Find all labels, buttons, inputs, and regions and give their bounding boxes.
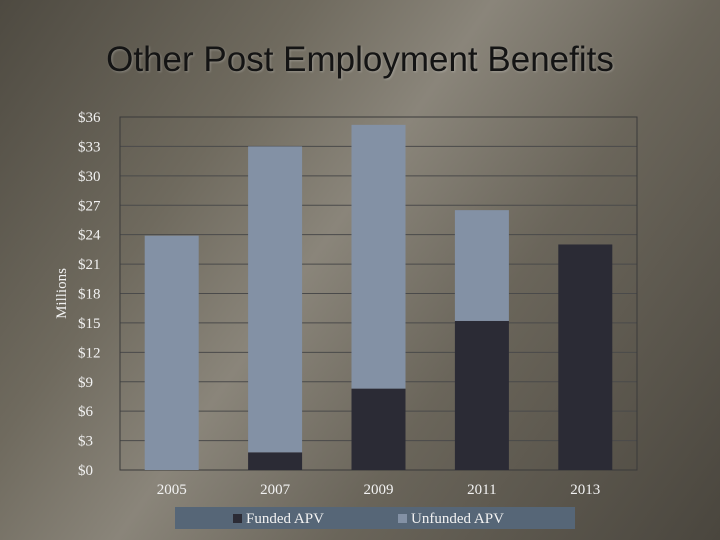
legend: Funded APV Unfunded APV xyxy=(175,507,575,529)
bar-unfunded-apv-2011 xyxy=(454,210,509,321)
bar-funded-apv-2011 xyxy=(454,320,509,470)
legend-swatch xyxy=(233,514,242,523)
y-tick-label: $9 xyxy=(78,375,93,391)
legend-swatch xyxy=(398,514,407,523)
bar-unfunded-apv-2007 xyxy=(248,146,303,453)
y-tick-label: $36 xyxy=(78,110,101,126)
x-category-label: 2005 xyxy=(157,482,187,498)
y-tick-label: $21 xyxy=(78,257,101,273)
y-tick-label: $33 xyxy=(78,139,101,155)
y-tick-label: $3 xyxy=(78,434,93,450)
y-tick-label: $30 xyxy=(78,169,101,185)
bar-funded-apv-2013 xyxy=(558,244,613,470)
x-category-labels: 2005 2007 2009 2011 2013 xyxy=(157,482,601,498)
bar-funded-apv-2009 xyxy=(351,388,406,470)
bar-funded-apv-2007 xyxy=(248,452,303,470)
legend-entry: Unfunded APV xyxy=(411,511,504,527)
bar-unfunded-apv-2009 xyxy=(351,124,406,389)
x-category-label: 2009 xyxy=(364,482,394,498)
y-tick-label: $6 xyxy=(78,404,94,420)
slide-title: Other Post Employment Benefits xyxy=(106,40,614,79)
legend-background xyxy=(175,507,575,529)
y-tick-label: $15 xyxy=(78,316,101,332)
bar-unfunded-apv-2005 xyxy=(144,235,199,470)
legend-entry: Funded APV xyxy=(246,511,324,527)
y-axis-title: Millions xyxy=(54,268,70,319)
x-category-label: 2007 xyxy=(260,482,291,498)
y-tick-label: $18 xyxy=(78,287,101,303)
y-tick-label: $27 xyxy=(78,198,101,214)
y-tick-label: $24 xyxy=(78,228,101,244)
bars xyxy=(144,124,613,470)
x-category-label: 2011 xyxy=(467,482,496,498)
y-tick-label: $0 xyxy=(78,463,93,479)
y-tick-label: $12 xyxy=(78,345,101,361)
y-tick-labels: $0 $3 $6 $9 $12 $15 $18 $21 $24 $27 $30 $33 $36 xyxy=(78,110,101,479)
x-category-label: 2013 xyxy=(570,482,600,498)
